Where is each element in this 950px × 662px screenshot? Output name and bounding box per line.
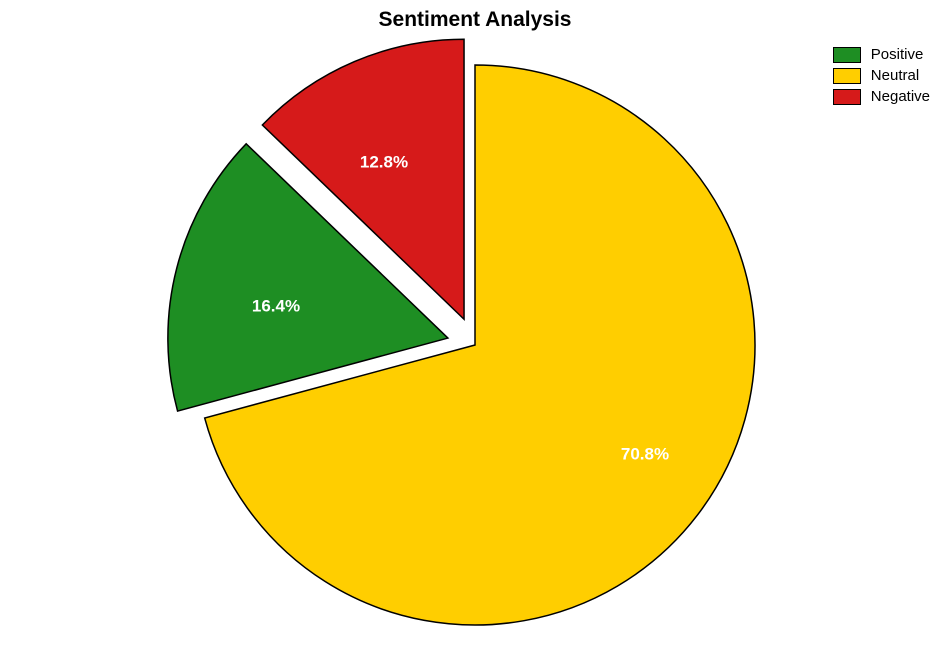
slice-label-negative: 12.8% (360, 152, 408, 171)
slice-label-neutral: 70.8% (621, 444, 669, 463)
pie-svg: 70.8% 16.4% 12.8% (0, 0, 950, 662)
slice-label-positive: 16.4% (252, 296, 300, 315)
sentiment-pie-chart: Sentiment Analysis Positive Neutral Nega… (0, 0, 950, 662)
